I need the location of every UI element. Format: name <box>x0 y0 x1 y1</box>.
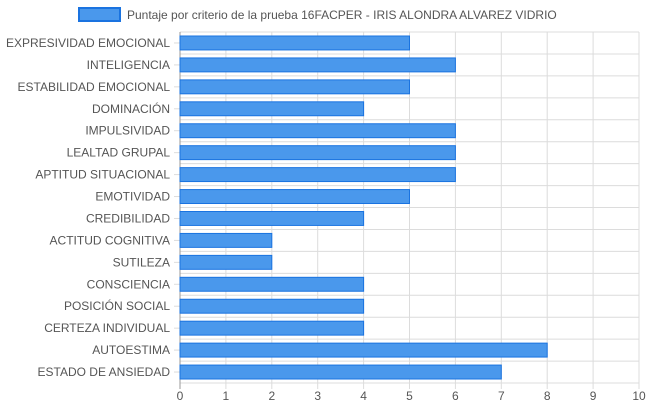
bar <box>179 232 273 248</box>
y-tick-label: CREDIBILIDAD <box>86 211 170 225</box>
bar <box>179 145 456 161</box>
x-tick-label: 10 <box>632 389 646 403</box>
legend-label: Puntaje por criterio de la prueba 16FACP… <box>127 8 557 22</box>
x-tick-label: 3 <box>314 389 321 403</box>
legend-swatch <box>78 7 121 22</box>
y-tick-label: ESTADO DE ANSIEDAD <box>38 365 171 379</box>
bar <box>179 167 456 183</box>
bar <box>179 320 365 336</box>
x-tick-label: 4 <box>360 389 367 403</box>
bar <box>179 254 273 270</box>
y-tick-label: CERTEZA INDIVIDUAL <box>44 321 170 335</box>
x-tick-label: 1 <box>223 389 230 403</box>
bar <box>179 79 410 95</box>
x-tick-label: 7 <box>498 389 505 403</box>
y-tick-label: SUTILEZA <box>113 255 170 269</box>
x-tick-label: 8 <box>544 389 551 403</box>
x-tick-label: 2 <box>268 389 275 403</box>
y-tick-label: AUTOESTIMA <box>92 343 170 357</box>
y-tick-label: APTITUD SITUACIONAL <box>35 168 170 182</box>
bar <box>179 211 365 226</box>
bar <box>179 298 365 314</box>
x-tick-label: 5 <box>406 389 413 403</box>
x-tick-label: 9 <box>590 389 597 403</box>
bar <box>179 342 548 358</box>
bar <box>179 123 456 139</box>
bar <box>179 276 365 292</box>
legend[interactable]: Puntaje por criterio de la prueba 16FACP… <box>78 7 557 22</box>
y-tick-label: EMOTIVIDAD <box>95 190 170 204</box>
y-tick-label: IMPULSIVIDAD <box>85 124 170 138</box>
bar <box>179 35 410 51</box>
y-tick-label: INTELIGENCIA <box>87 58 170 72</box>
y-tick-label: CONSCIENCIA <box>87 277 170 291</box>
x-tick-label: 6 <box>452 389 459 403</box>
bar <box>179 57 456 73</box>
y-tick-label: DOMINACIÓN <box>92 101 170 116</box>
y-tick-label: LEALTAD GRUPAL <box>67 146 171 160</box>
bar <box>179 101 365 117</box>
y-tick-label: ESTABILIDAD EMOCIONAL <box>18 80 171 94</box>
bar <box>179 189 410 204</box>
x-tick-label: 0 <box>177 389 184 403</box>
y-tick-label: POSICIÓN SOCIAL <box>64 298 170 313</box>
y-tick-label: EXPRESIVIDAD EMOCIONAL <box>6 36 170 50</box>
y-tick-label: ACTITUD COGNITIVA <box>50 233 170 247</box>
bar <box>179 364 502 380</box>
